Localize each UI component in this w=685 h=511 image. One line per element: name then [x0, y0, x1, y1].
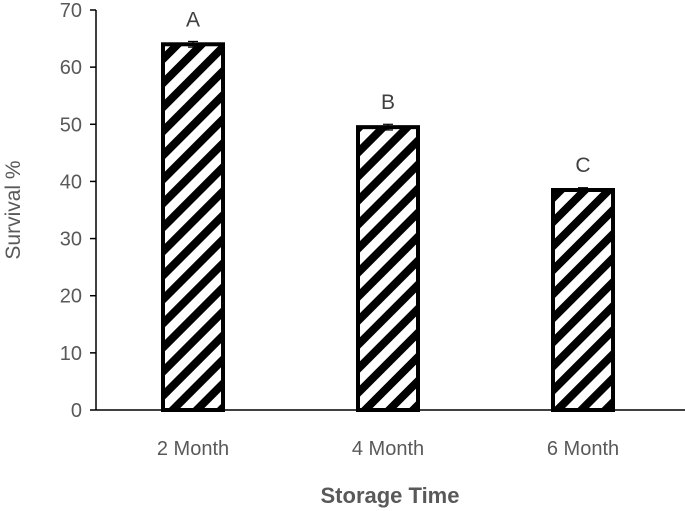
y-axis-ticks: 0 10 20 30 40 50 60 70 — [60, 0, 96, 422]
y-tick-label: 50 — [60, 114, 82, 136]
y-tick-label: 60 — [60, 57, 82, 79]
y-tick-label: 20 — [60, 286, 82, 308]
y-tick-label: 0 — [71, 400, 82, 422]
y-tick-label: 40 — [60, 171, 82, 193]
bars: A B C — [161, 8, 615, 413]
x-axis-title: Storage Time — [321, 483, 460, 508]
y-tick-label: 10 — [60, 343, 82, 365]
x-tick-label: 2 Month — [157, 438, 229, 460]
bar — [161, 42, 225, 413]
y-tick-label: 70 — [60, 0, 82, 22]
y-tick-label: 30 — [60, 229, 82, 251]
significance-label: A — [186, 8, 200, 31]
error-bar — [383, 123, 393, 131]
bar — [551, 188, 615, 412]
significance-label: C — [575, 154, 590, 177]
significance-label: B — [381, 91, 395, 114]
y-axis-title: Survival % — [2, 160, 25, 259]
error-bar — [188, 40, 198, 48]
bar — [356, 125, 420, 413]
x-tick-label: 4 Month — [352, 438, 424, 460]
error-bar — [578, 187, 588, 193]
x-axis-ticks: 2 Month 4 Month 6 Month — [157, 438, 619, 460]
x-tick-label: 6 Month — [547, 438, 619, 460]
